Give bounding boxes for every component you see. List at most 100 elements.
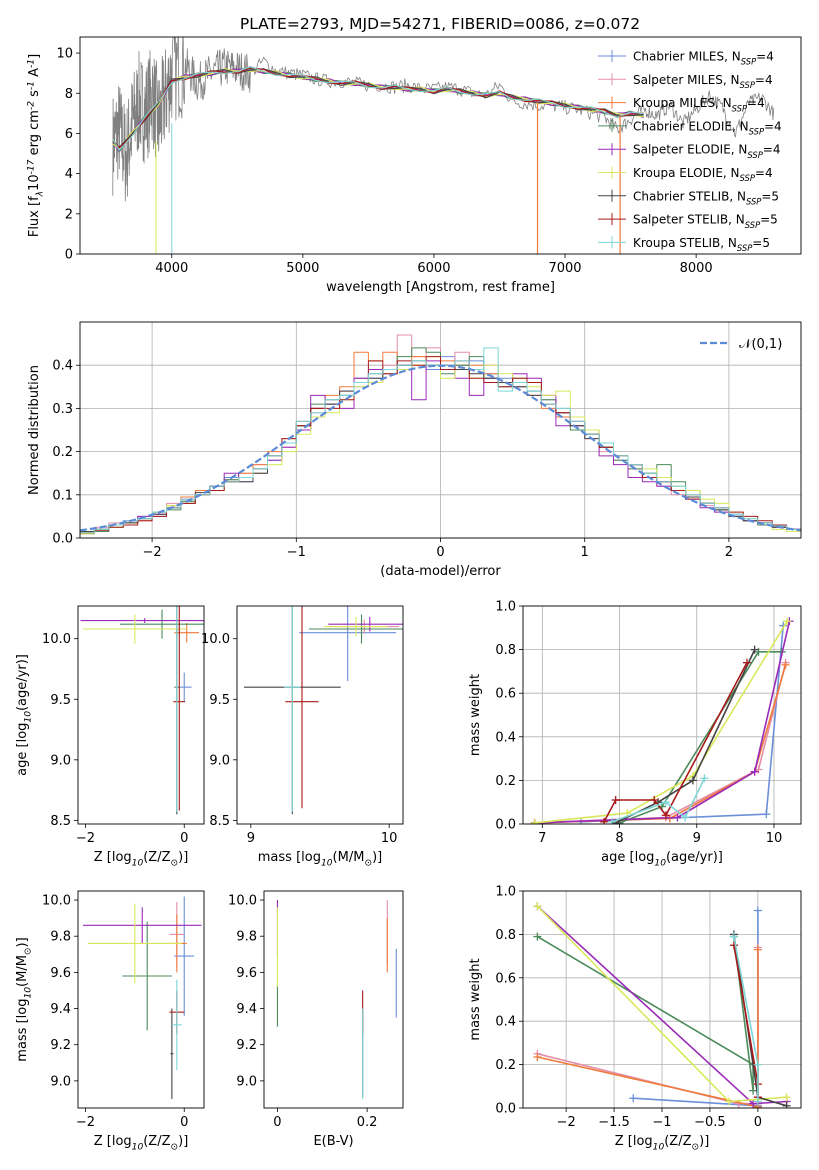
weight-line bbox=[536, 935, 754, 1092]
x-axis-label: (data-model)/error bbox=[380, 564, 501, 579]
y-tick-label: 9.2 bbox=[50, 1038, 71, 1053]
legend-label: Kroupa MILES, NSSP=4 bbox=[633, 96, 765, 113]
x-axis-label: Z [log10(Z/Z⊙)] bbox=[94, 1134, 189, 1153]
x-tick-label: 0 bbox=[436, 545, 444, 560]
model-line bbox=[112, 66, 644, 151]
x-tick-label: −2 bbox=[143, 545, 162, 560]
plot-area bbox=[243, 606, 403, 815]
y-tick-label: 1.0 bbox=[495, 885, 516, 900]
x-axis-label: age [log10(age/yr)] bbox=[601, 850, 723, 869]
y-tick-label: 8 bbox=[65, 87, 73, 102]
axes-massweight-vs-age: 7 8 9 10 0.0 0.2 0.4 0.6 0.8 1.0 age [log10(age/yr… bbox=[468, 600, 802, 869]
y-tick-label: 0.1 bbox=[52, 488, 73, 503]
y-tick-label: 0.6 bbox=[495, 687, 516, 702]
weight-line bbox=[733, 934, 787, 1107]
y-tick-label: 9.5 bbox=[209, 693, 230, 708]
y-tick-label: 9.5 bbox=[50, 693, 71, 708]
plot-area bbox=[82, 896, 202, 1099]
x-tick-label: 0.2 bbox=[357, 1115, 378, 1130]
weight-line bbox=[534, 620, 788, 824]
axes-massweight-vs-Z: −2 −1.5 −1 −0.5 0 0.0 0.2 0.4 0.6 0.8 1.0 Z [log10(… bbox=[468, 885, 802, 1153]
y-tick-label: 10.0 bbox=[228, 894, 257, 909]
y-axis-label: age [log10(age/yr)] bbox=[15, 654, 34, 776]
y-tick-label: 9.4 bbox=[236, 1002, 257, 1017]
x-tick-label: 7000 bbox=[548, 261, 581, 276]
x-tick-label: 8 bbox=[615, 831, 623, 846]
y-tick-label: 0 bbox=[65, 248, 73, 263]
y-axis-label: mass weight bbox=[468, 674, 483, 756]
legend-label: Chabrier ELODIE, NSSP=4 bbox=[633, 119, 782, 136]
legend-label: Salpeter ELODIE, NSSP=4 bbox=[633, 143, 781, 160]
x-tick-label: 0 bbox=[180, 831, 188, 846]
y-tick-label: 0.6 bbox=[495, 971, 516, 986]
x-tick-label: 9 bbox=[247, 831, 255, 846]
plot-area bbox=[112, 37, 775, 254]
legend-label: Chabrier STELIB, NSSP=5 bbox=[633, 189, 779, 206]
weight-line bbox=[615, 649, 756, 824]
x-axis-label: wavelength [Angstrom, rest frame] bbox=[326, 280, 555, 295]
y-tick-label: 0.2 bbox=[495, 774, 516, 789]
plot-area bbox=[530, 617, 794, 824]
y-tick-label: 9.0 bbox=[209, 753, 230, 768]
y-axis-label: mass weight bbox=[468, 958, 483, 1040]
y-tick-label: 9.2 bbox=[236, 1038, 257, 1053]
x-tick-label: 8000 bbox=[680, 261, 713, 276]
x-axis-label: Z [log10(Z/Z⊙)] bbox=[94, 850, 189, 869]
legend-label: Chabrier MILES, NSSP=4 bbox=[633, 50, 774, 67]
y-tick-label: 8.5 bbox=[50, 814, 71, 829]
axes-frame bbox=[77, 890, 205, 1109]
x-tick-label: −1.5 bbox=[598, 1115, 630, 1130]
weight-line bbox=[611, 777, 706, 823]
x-tick-label: 10 bbox=[381, 831, 398, 846]
axes-frame bbox=[236, 605, 404, 825]
y-tick-label: 8.5 bbox=[209, 814, 230, 829]
y-tick-label: 0.0 bbox=[52, 532, 73, 547]
y-tick-label: 1.0 bbox=[495, 600, 516, 615]
y-tick-label: 9.0 bbox=[50, 753, 71, 768]
y-tick-label: 0.2 bbox=[52, 445, 73, 460]
y-tick-label: 10.0 bbox=[201, 632, 230, 647]
x-tick-label: 6000 bbox=[417, 261, 450, 276]
x-tick-label: −1 bbox=[652, 1115, 671, 1130]
y-tick-label: 0.8 bbox=[495, 928, 516, 943]
x-tick-label: 0 bbox=[180, 1115, 188, 1130]
weight-line bbox=[534, 621, 791, 824]
x-tick-label: 0 bbox=[273, 1115, 281, 1130]
axes-frame bbox=[79, 36, 802, 255]
weight-line bbox=[537, 947, 759, 1105]
y-tick-label: 9.8 bbox=[50, 930, 71, 945]
axes-mass-vs-EBV: 0 0.2 9.0 9.2 9.4 9.6 9.8 10.0 E(B-V) bbox=[228, 890, 404, 1149]
axes-mass-vs-Z: −2 0 9.0 9.2 9.4 9.6 9.8 10.0 Z [log10(Z/Z⊙)] mas… bbox=[15, 890, 205, 1153]
axes-age-vs-Z: −2 0 8.5 9.0 9.5 10.0 Z [log10(Z/Z⊙)] age [log1… bbox=[15, 605, 205, 869]
y-tick-label: 0.3 bbox=[52, 402, 73, 417]
plot-area bbox=[80, 334, 801, 535]
x-tick-label: −2 bbox=[557, 1115, 576, 1130]
gaussian-curve bbox=[80, 364, 801, 532]
y-tick-label: 0.8 bbox=[495, 643, 516, 658]
axes-spectrum: 4000 5000 6000 7000 8000 0 2 4 6 8 10 wavelength [A… bbox=[26, 15, 802, 295]
x-tick-label: 9 bbox=[693, 831, 701, 846]
x-tick-label: 7 bbox=[538, 831, 546, 846]
x-tick-label: −1 bbox=[287, 545, 306, 560]
legend-label: Salpeter STELIB, NSSP=5 bbox=[633, 213, 778, 230]
model-line bbox=[112, 67, 644, 153]
plot-area bbox=[80, 606, 204, 815]
axes-frame bbox=[79, 321, 802, 539]
weight-line bbox=[537, 949, 759, 1108]
legend-label: Kroupa ELODIE, NSSP=4 bbox=[633, 166, 773, 183]
x-tick-label: 4000 bbox=[155, 261, 188, 276]
weight-line bbox=[633, 910, 759, 1107]
chart-title: PLATE=2793, MJD=54271, FIBERID=0086, z=0… bbox=[240, 15, 640, 33]
y-tick-label: 0.0 bbox=[495, 818, 516, 833]
legend-label: 𝒩(0,1) bbox=[739, 337, 782, 352]
x-tick-label: −2 bbox=[76, 831, 95, 846]
y-tick-label: 9.0 bbox=[50, 1074, 71, 1089]
y-tick-label: 9.8 bbox=[236, 930, 257, 945]
y-tick-label: 0.0 bbox=[495, 1102, 516, 1117]
weight-line bbox=[619, 650, 782, 824]
y-axis-label: mass [log10(M/M⊙)] bbox=[15, 937, 34, 1061]
x-tick-label: 10 bbox=[766, 831, 783, 846]
legend-label: Kroupa STELIB, NSSP=5 bbox=[633, 236, 770, 253]
x-tick-label: 0 bbox=[754, 1115, 762, 1130]
